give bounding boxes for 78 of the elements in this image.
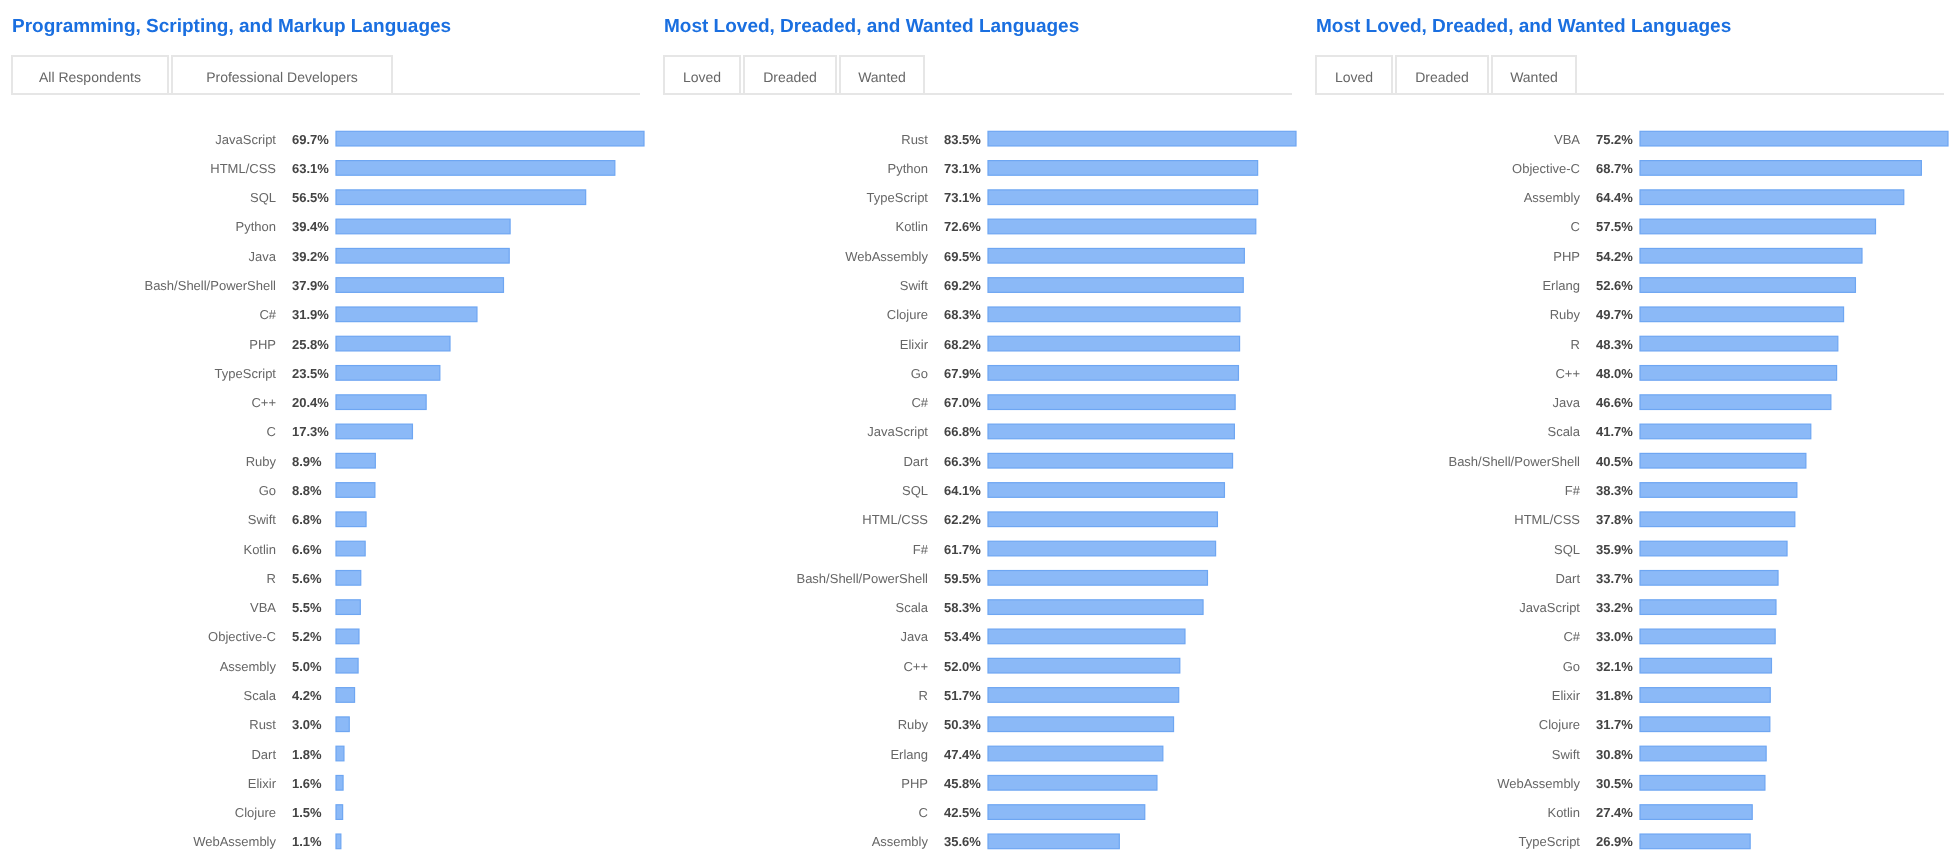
bar: [987, 247, 1245, 264]
bar: [335, 540, 366, 557]
bar: [1639, 511, 1796, 528]
bar: [1639, 745, 1767, 762]
bar: [1639, 657, 1773, 674]
bar: [1639, 569, 1779, 586]
bar: [1639, 277, 1857, 293]
bar: [987, 364, 1240, 381]
bar: [1639, 423, 1812, 440]
bar: [1639, 218, 1877, 235]
bar: [987, 804, 1146, 820]
bar: [987, 394, 1236, 411]
bar: [335, 306, 478, 323]
bar: [1639, 189, 1905, 206]
bar: [335, 218, 511, 235]
bar: [335, 716, 350, 733]
bar: [1639, 716, 1771, 733]
bar: [987, 218, 1257, 235]
bar: [1639, 833, 1751, 850]
bar: [1639, 804, 1753, 820]
bar: [335, 745, 345, 762]
bar: [335, 657, 359, 674]
bar: [987, 657, 1181, 674]
bar: [987, 599, 1204, 616]
bar: [987, 277, 1244, 293]
bar: [335, 247, 510, 264]
bar: [335, 628, 360, 645]
bar: [1639, 306, 1845, 323]
bar: [335, 452, 376, 469]
bar: [987, 716, 1175, 733]
bar: [987, 423, 1235, 440]
bar: [1639, 160, 1922, 176]
bar: [335, 569, 362, 586]
bar: [987, 687, 1180, 703]
bar: [987, 189, 1259, 206]
chart-title: Most Loved, Dreaded, and Wanted Languages: [664, 16, 1080, 38]
bar: [335, 599, 361, 616]
bar: [987, 160, 1259, 176]
bar: [1639, 364, 1838, 381]
bar: [987, 569, 1209, 586]
bar: [987, 833, 1120, 850]
bar: [987, 482, 1226, 498]
bar: [1639, 394, 1832, 411]
bar: [335, 687, 356, 703]
bar: [1639, 540, 1788, 557]
bar: [1639, 599, 1777, 616]
bar: [987, 540, 1217, 557]
bar: [987, 774, 1158, 791]
bar: [987, 628, 1186, 645]
bar: [1639, 247, 1863, 264]
bar: [1639, 628, 1776, 645]
bar: [987, 306, 1241, 323]
bar: [335, 189, 587, 206]
bar: [335, 423, 414, 440]
bar: [335, 804, 344, 820]
bar: [987, 511, 1219, 528]
bar: [335, 774, 344, 791]
bar: [335, 160, 616, 176]
bar: [335, 335, 451, 352]
bar: [335, 130, 645, 147]
bar: [987, 335, 1241, 352]
bar: [335, 364, 441, 381]
bar: [1639, 774, 1766, 791]
bar: [1639, 482, 1798, 498]
bar: [1639, 335, 1839, 352]
bar: [1639, 452, 1807, 469]
bar: [335, 277, 505, 293]
chart-title: Programming, Scripting, and Markup Languages: [12, 16, 452, 38]
bar: [335, 511, 367, 528]
bar: [1639, 130, 1949, 147]
bar: [987, 130, 1297, 147]
bar: [987, 745, 1164, 762]
bar: [335, 394, 427, 411]
chart-title: Most Loved, Dreaded, and Wanted Languages: [1316, 16, 1732, 38]
bar: [987, 452, 1234, 469]
bar: [1639, 687, 1771, 703]
bar: [335, 833, 342, 850]
bar: [335, 482, 376, 498]
